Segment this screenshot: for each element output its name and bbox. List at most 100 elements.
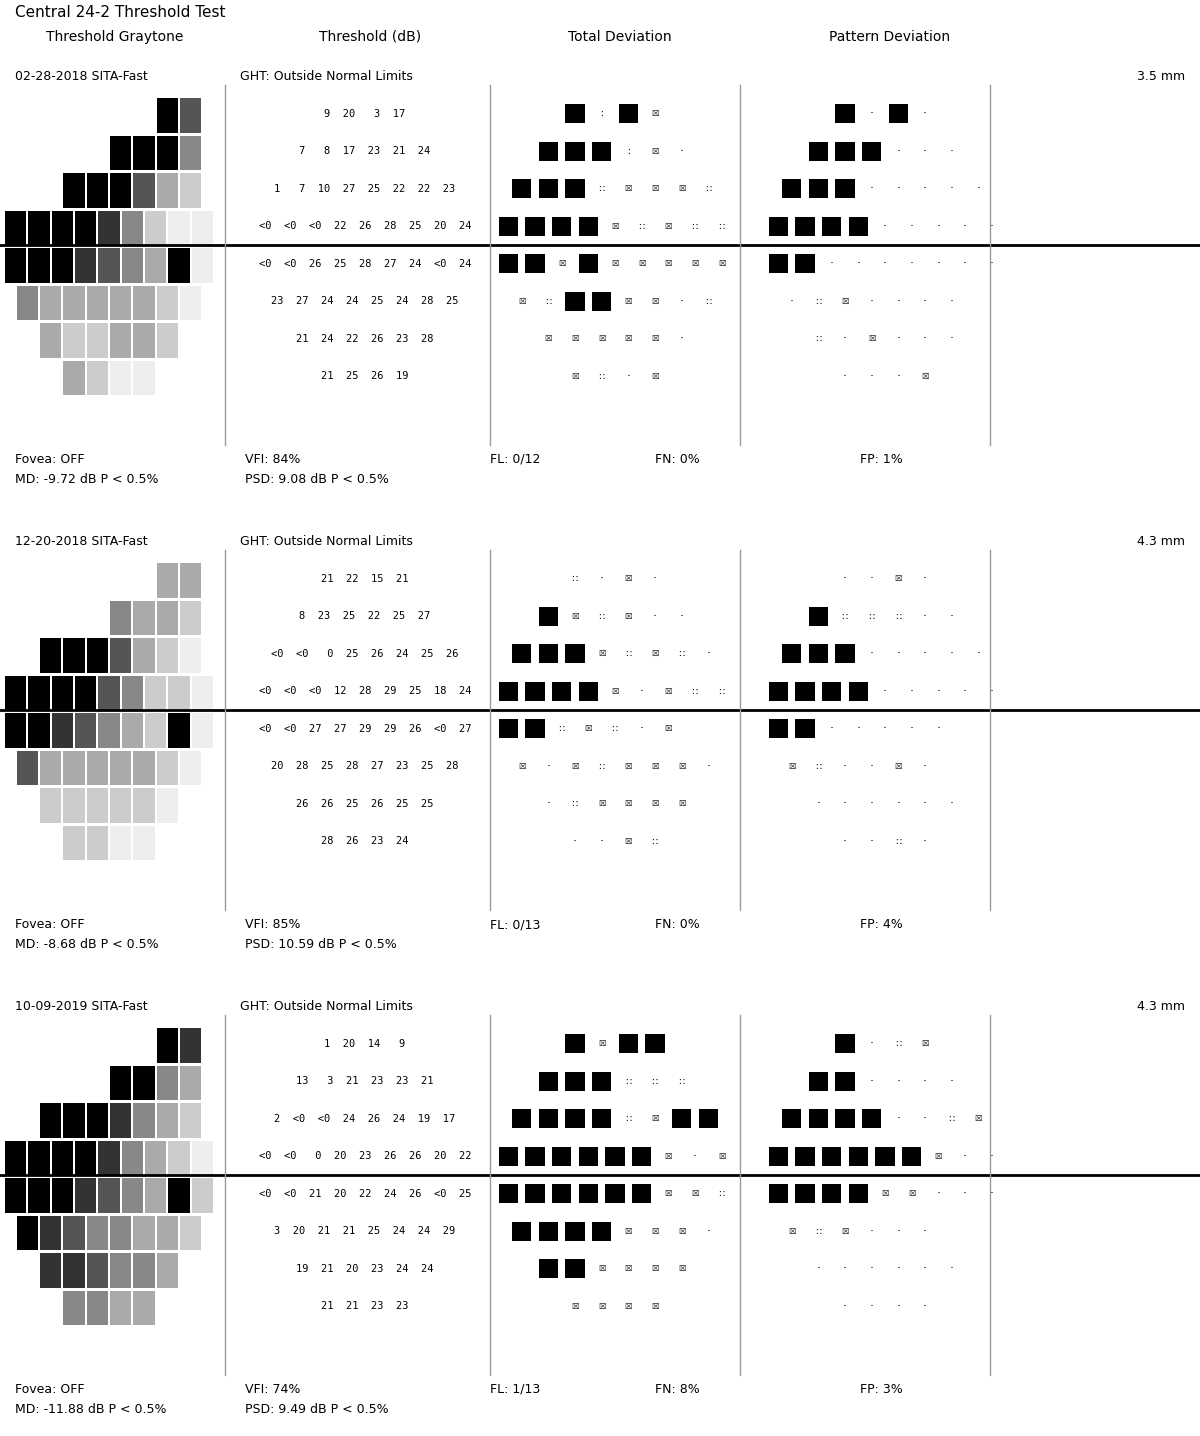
- Text: ☒: ☒: [678, 761, 685, 771]
- Bar: [578, 217, 598, 236]
- Bar: [835, 142, 854, 161]
- Text: VFI: 84%: VFI: 84%: [245, 452, 300, 467]
- Text: Central 24-2 Threshold Test: Central 24-2 Threshold Test: [14, 4, 226, 20]
- Text: ·: ·: [896, 145, 900, 158]
- Text: 19  21  20  23  24  24: 19 21 20 23 24 24: [296, 1264, 433, 1274]
- Bar: [796, 1185, 815, 1203]
- Text: ·: ·: [896, 369, 900, 383]
- Bar: [17, 751, 38, 785]
- Bar: [168, 714, 190, 748]
- Text: ·: ·: [653, 573, 658, 586]
- Bar: [110, 751, 132, 785]
- Bar: [526, 682, 545, 701]
- Bar: [52, 714, 73, 748]
- Bar: [145, 1140, 167, 1175]
- Bar: [17, 286, 38, 320]
- Text: ·: ·: [857, 722, 860, 735]
- Bar: [40, 286, 61, 320]
- Text: ·: ·: [910, 257, 913, 270]
- Text: ☒: ☒: [665, 1152, 672, 1160]
- Text: ·: ·: [640, 685, 643, 698]
- Text: ☒: ☒: [652, 1114, 659, 1123]
- Bar: [157, 1215, 178, 1249]
- Text: 12-20-2018 SITA-Fast: 12-20-2018 SITA-Fast: [14, 536, 148, 549]
- Bar: [64, 286, 85, 320]
- Text: ·: ·: [842, 369, 847, 383]
- Text: ☒: ☒: [518, 761, 526, 771]
- Bar: [157, 1103, 178, 1137]
- Text: ☒: ☒: [624, 574, 632, 583]
- Text: ·: ·: [896, 1300, 900, 1313]
- Text: ::: ::: [611, 724, 619, 734]
- Text: ·: ·: [923, 610, 928, 623]
- Bar: [512, 1222, 532, 1241]
- Bar: [796, 1147, 815, 1166]
- Text: ::: ::: [718, 686, 726, 696]
- Bar: [110, 135, 132, 169]
- Bar: [526, 1147, 545, 1166]
- Text: 2  <0  <0  24  26  24  19  17: 2 <0 <0 24 26 24 19 17: [275, 1114, 456, 1124]
- Text: ::: ::: [814, 297, 823, 306]
- Text: ·: ·: [679, 332, 684, 345]
- Bar: [145, 248, 167, 283]
- Text: ·: ·: [842, 573, 847, 586]
- Bar: [192, 1178, 214, 1212]
- Text: ·: ·: [990, 685, 994, 698]
- Bar: [121, 714, 143, 748]
- Text: ☒: ☒: [598, 1264, 606, 1274]
- Bar: [565, 1222, 584, 1241]
- Text: PSD: 9.08 dB P < 0.5%: PSD: 9.08 dB P < 0.5%: [245, 472, 389, 485]
- Bar: [157, 1254, 178, 1288]
- Text: ☒: ☒: [652, 297, 659, 306]
- Bar: [835, 105, 854, 123]
- Text: ☒: ☒: [652, 109, 659, 118]
- Bar: [110, 286, 132, 320]
- Bar: [619, 105, 638, 123]
- Bar: [98, 248, 120, 283]
- Text: ·: ·: [626, 369, 630, 383]
- Bar: [180, 563, 202, 597]
- Text: ::: ::: [677, 1077, 686, 1086]
- Text: ·: ·: [870, 1225, 874, 1238]
- Bar: [86, 1291, 108, 1325]
- Bar: [168, 1140, 190, 1175]
- Bar: [822, 1185, 841, 1203]
- Bar: [848, 682, 868, 701]
- Text: ::: ::: [650, 1077, 660, 1086]
- Text: ☒: ☒: [922, 1040, 929, 1048]
- Bar: [809, 606, 828, 626]
- Bar: [168, 248, 190, 283]
- Bar: [110, 172, 132, 207]
- Text: ::: ::: [947, 1114, 956, 1123]
- Bar: [526, 217, 545, 236]
- Text: 21  24  22  26  23  28: 21 24 22 26 23 28: [296, 333, 433, 343]
- Bar: [835, 180, 854, 198]
- Text: ☒: ☒: [841, 1226, 848, 1236]
- Text: ::: ::: [703, 184, 713, 194]
- Bar: [121, 211, 143, 246]
- Text: ::: ::: [598, 184, 606, 194]
- Bar: [606, 1147, 625, 1166]
- Text: ·: ·: [949, 182, 954, 195]
- Text: FN: 0%: FN: 0%: [655, 452, 700, 467]
- Text: ·: ·: [896, 1225, 900, 1238]
- Text: ·: ·: [870, 108, 874, 121]
- Bar: [52, 1178, 73, 1212]
- Bar: [98, 1178, 120, 1212]
- Text: 4.3 mm: 4.3 mm: [1138, 999, 1186, 1012]
- Text: ·: ·: [896, 332, 900, 345]
- Text: MD: -11.88 dB P < 0.5%: MD: -11.88 dB P < 0.5%: [14, 1403, 167, 1416]
- Bar: [64, 360, 85, 395]
- Text: ·: ·: [949, 1074, 954, 1087]
- Bar: [592, 1222, 611, 1241]
- Text: PSD: 9.49 dB P < 0.5%: PSD: 9.49 dB P < 0.5%: [245, 1403, 389, 1416]
- Bar: [180, 600, 202, 635]
- Text: ☒: ☒: [652, 1264, 659, 1274]
- Text: ::: ::: [840, 612, 850, 620]
- Text: 28  26  23  24: 28 26 23 24: [322, 836, 409, 846]
- Bar: [29, 1140, 50, 1175]
- Bar: [809, 142, 828, 161]
- Bar: [168, 675, 190, 709]
- Text: ·: ·: [990, 1150, 994, 1163]
- Text: ·: ·: [896, 1113, 900, 1126]
